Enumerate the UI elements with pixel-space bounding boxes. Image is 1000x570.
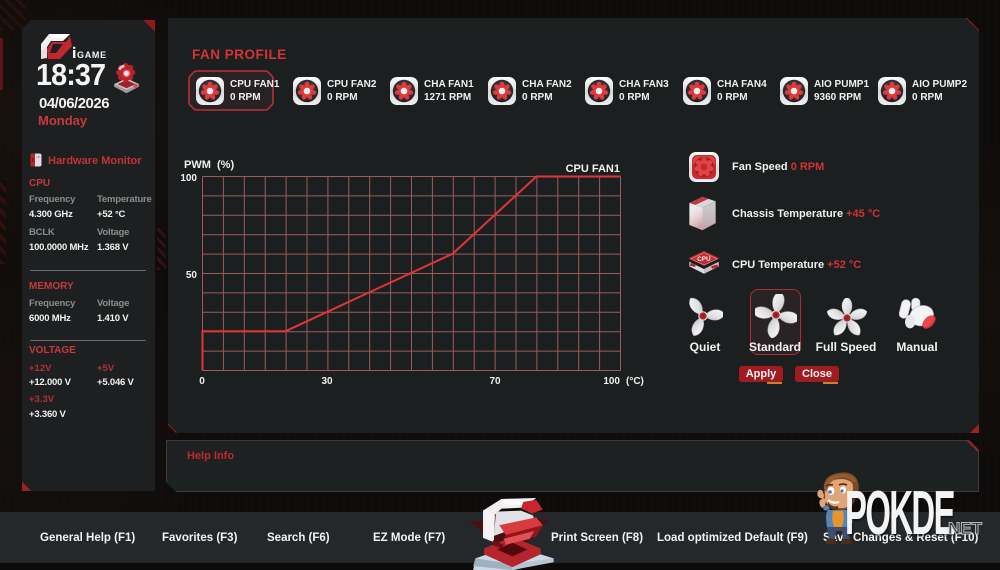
svg-text:(°C): (°C) xyxy=(626,376,644,387)
svg-text:PWM (%): PWM (%) xyxy=(184,159,234,171)
svg-text:CPU FAN1: CPU FAN1 xyxy=(566,163,620,175)
svg-text:100: 100 xyxy=(603,376,620,387)
svg-text:30: 30 xyxy=(321,376,333,387)
svg-text:70: 70 xyxy=(489,376,501,387)
svg-text:CPU: CPU xyxy=(697,256,711,263)
svg-text:GAME: GAME xyxy=(77,50,107,60)
svg-text:100: 100 xyxy=(180,173,197,184)
svg-text:0: 0 xyxy=(199,376,205,387)
svg-text:50: 50 xyxy=(186,270,198,281)
